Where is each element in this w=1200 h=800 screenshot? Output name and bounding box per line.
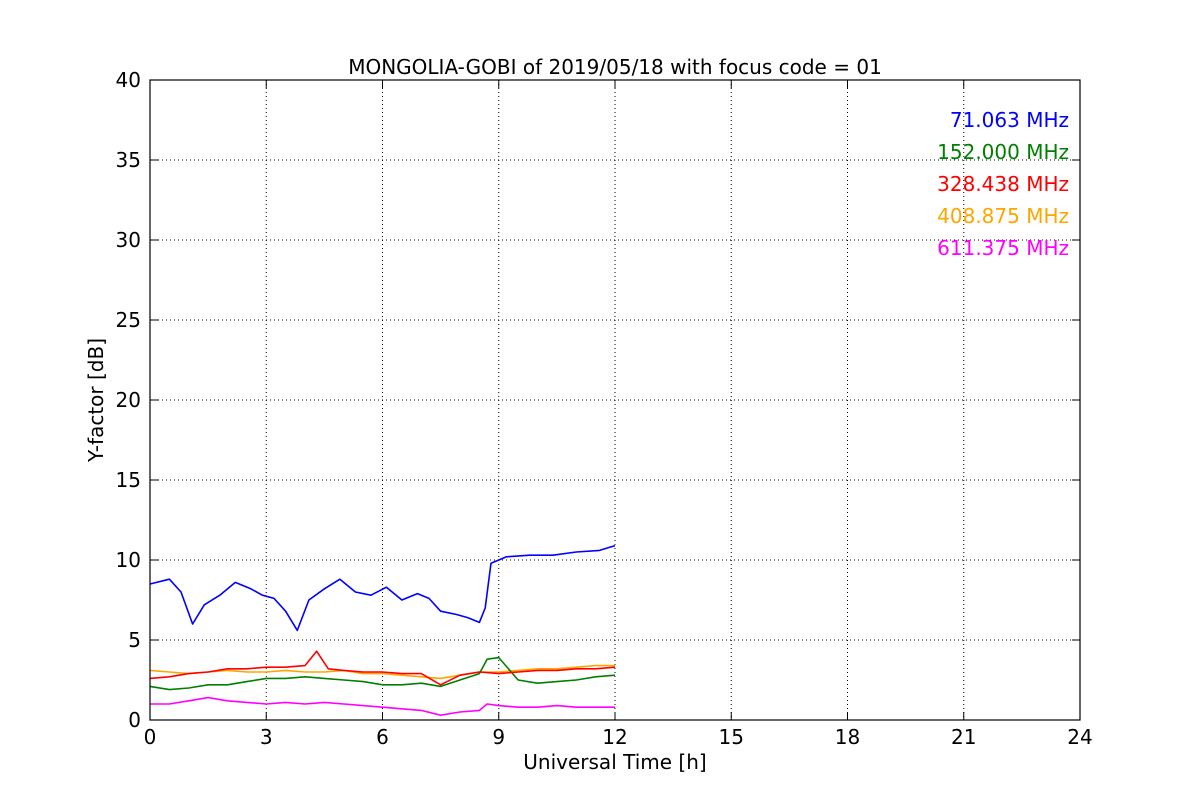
x-axis-label: Universal Time [h] [523,750,706,774]
series-line-0 [149,544,616,632]
x-tick-label: 15 [719,725,744,749]
legend-entry-1: 152.000 MHz [937,140,1069,164]
legend-entry-4: 611.375 MHz [937,236,1069,260]
ticks: 0 3 6 9 12 15 18 21 24 0 5 10 15 20 25 30 35 40 [116,68,1093,749]
x-tick-label: 0 [144,725,157,749]
y-tick-label: 10 [116,548,141,572]
x-tick-label: 6 [376,725,389,749]
y-tick-label: 30 [116,228,141,252]
legend-entry-2: 328.438 MHz [937,172,1069,196]
chart-title: MONGOLIA-GOBI of 2019/05/18 with focus c… [348,55,882,79]
y-axis-label: Y-factor [dB] [84,338,108,463]
y-tick-label: 20 [116,388,141,412]
y-tick-label: 0 [128,708,141,732]
series-line-2 [149,650,616,686]
y-tick-label: 25 [116,308,141,332]
x-tick-label: 21 [951,725,976,749]
x-tick-label: 18 [835,725,860,749]
y-tick-label: 35 [116,148,141,172]
legend-entry-3: 408.875 MHz [937,204,1069,228]
x-tick-label: 3 [260,725,273,749]
legend-entry-0: 71.063 MHz [950,108,1069,132]
legend: 71.063 MHz 152.000 MHz 328.438 MHz 408.875 … [937,108,1069,260]
series-group [149,544,616,717]
y-tick-label: 15 [116,468,141,492]
grid [150,80,1080,720]
x-tick-label: 12 [602,725,627,749]
x-tick-label: 9 [492,725,505,749]
series-line-4 [150,696,615,717]
series-line-3 [149,664,615,680]
x-tick-label: 24 [1067,725,1092,749]
y-tick-label: 5 [128,628,141,652]
series-line-1 [149,656,616,691]
y-tick-label: 40 [116,68,141,92]
